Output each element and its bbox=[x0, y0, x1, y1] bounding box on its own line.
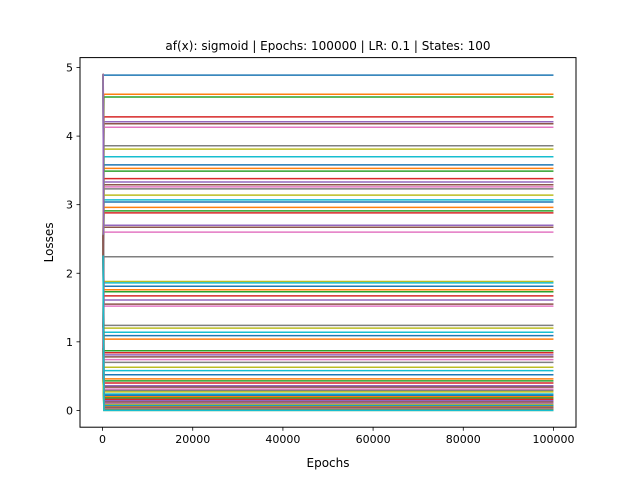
chart-title: af(x): sigmoid | Epochs: 100000 | LR: 0.… bbox=[165, 39, 490, 53]
y-tick-label: 3 bbox=[66, 199, 73, 212]
y-tick-label: 4 bbox=[66, 130, 73, 143]
y-tick-label: 1 bbox=[66, 336, 73, 349]
loss-series-line bbox=[102, 255, 554, 412]
x-tick-label: 20000 bbox=[175, 433, 210, 446]
x-tick-label: 80000 bbox=[446, 433, 481, 446]
series-layer bbox=[102, 73, 554, 412]
loss-series-line bbox=[102, 73, 554, 76]
y-tick-label: 2 bbox=[66, 267, 73, 280]
y-axis-label: Losses bbox=[42, 222, 56, 262]
y-tick-label: 0 bbox=[66, 404, 73, 417]
x-tick-label: 40000 bbox=[265, 433, 300, 446]
plot-frame bbox=[79, 57, 577, 428]
ticks-layer: 0 20000 40000 60000 80000 100000 0 1 2 3 4 5 bbox=[66, 62, 574, 447]
y-tick-label: 5 bbox=[66, 62, 73, 75]
x-tick-label: 60000 bbox=[356, 433, 391, 446]
x-tick-label: 0 bbox=[99, 433, 106, 446]
x-tick-label: 100000 bbox=[532, 433, 574, 446]
x-axis-label: Epochs bbox=[307, 456, 350, 470]
